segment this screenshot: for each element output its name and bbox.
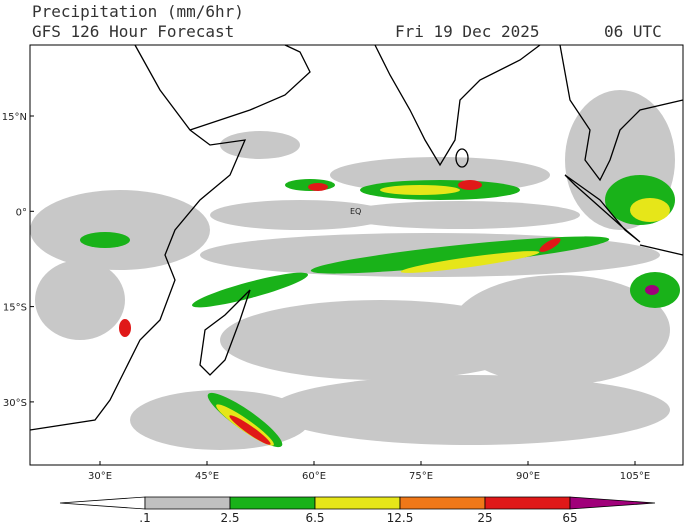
colorbar-segment	[144, 496, 231, 510]
colorbar-segment	[229, 496, 316, 510]
lon-label: 60°E	[302, 471, 326, 482]
colorbar-label: 12.5	[387, 511, 414, 525]
axes: 15°N 0° 15°S 30°S 30°E 45°E 60°E 75°E 90°E 105°E	[2, 112, 650, 482]
colorbar-label: 65	[562, 511, 577, 525]
colorbar-label: 25	[477, 511, 492, 525]
lon-label: 45°E	[195, 471, 219, 482]
lat-label: 0°	[16, 207, 27, 218]
colorbar-label: 6.5	[305, 511, 324, 525]
lon-label: 105°E	[620, 471, 650, 482]
map: EQ	[29, 44, 684, 466]
lon-label: 30°E	[88, 471, 112, 482]
map-frame	[29, 44, 684, 466]
time: 06 UTC	[604, 22, 662, 41]
colorbar-segment	[569, 496, 656, 510]
colorbar-label: .1	[139, 511, 150, 525]
colorbar-segment	[314, 496, 401, 510]
model: GFS 126 Hour Forecast	[32, 22, 234, 41]
light-precip	[30, 90, 675, 450]
colorbar-segment	[59, 496, 146, 510]
lon-label: 90°E	[516, 471, 540, 482]
colorbar-segment	[484, 496, 571, 510]
colorbar: .1 2.5 6.5 12.5 25 65	[59, 496, 656, 525]
extreme-precip	[645, 285, 659, 295]
title: Precipitation (mm/6hr)	[32, 2, 244, 21]
coastlines	[29, 44, 684, 431]
date: Fri 19 Dec 2025	[395, 22, 540, 41]
colorbar-label: 2.5	[220, 511, 239, 525]
lat-label: 15°S	[3, 303, 27, 314]
equator-label: EQ	[350, 207, 361, 216]
lat-label: 30°S	[3, 398, 27, 409]
lat-label: 15°N	[2, 112, 27, 123]
intense-precip	[119, 180, 561, 445]
lon-label: 75°E	[409, 471, 433, 482]
colorbar-segment	[399, 496, 486, 510]
